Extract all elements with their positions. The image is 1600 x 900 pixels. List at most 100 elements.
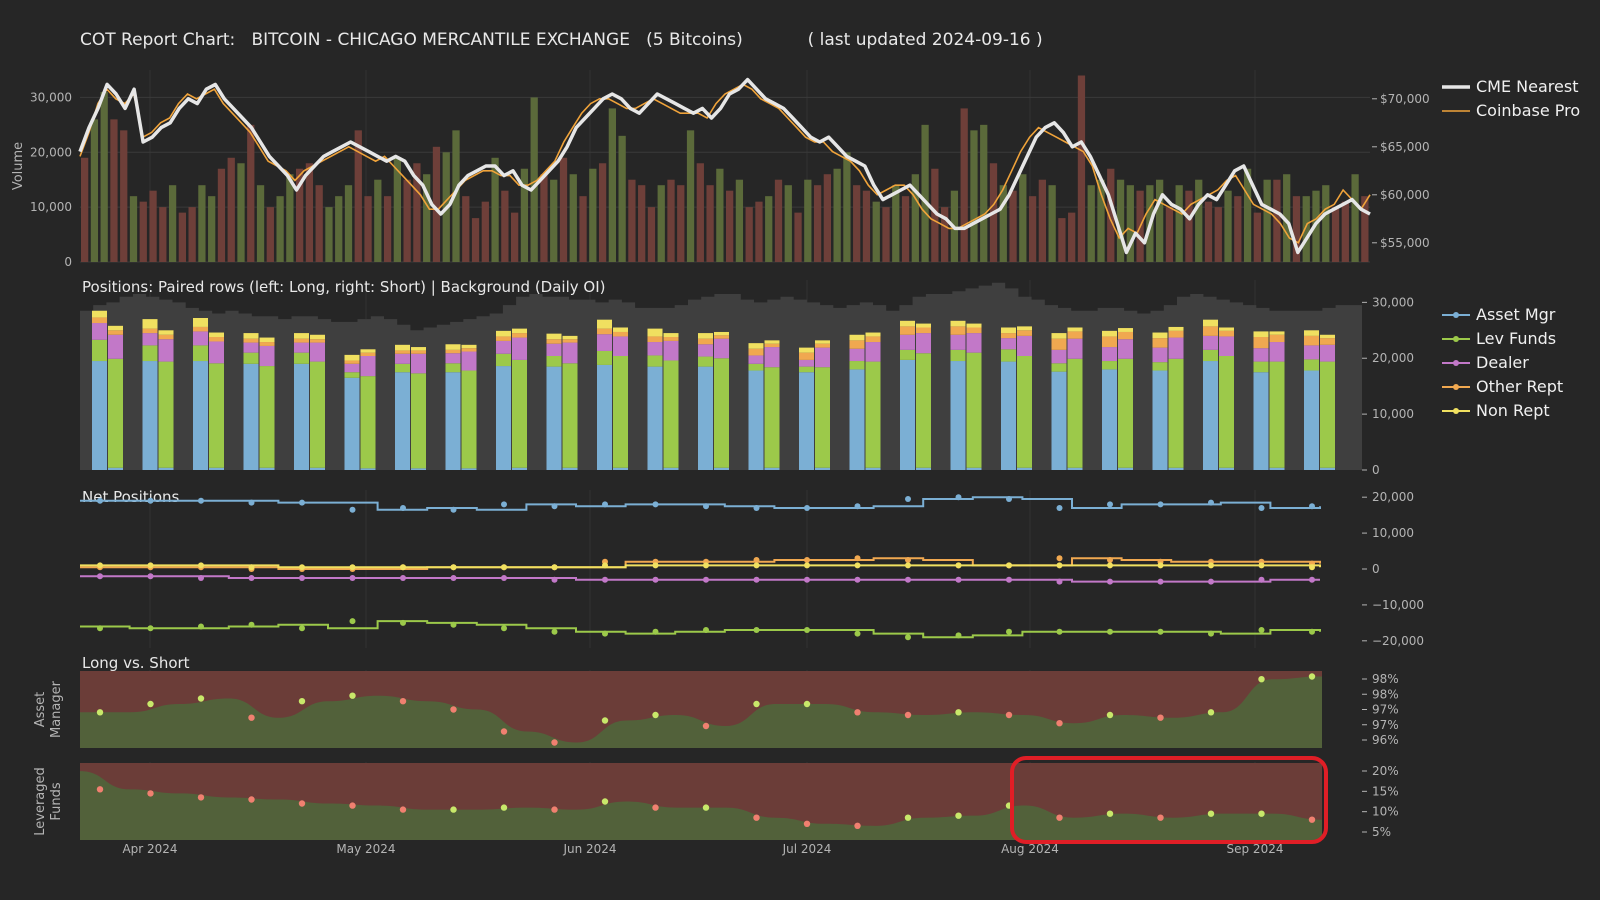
leveraged-funds-point xyxy=(349,802,356,809)
short-bar-dealer xyxy=(764,347,780,368)
short-bar-lev-funds xyxy=(461,370,477,469)
net-point xyxy=(1258,576,1265,583)
volume-bar xyxy=(530,97,538,262)
long-bar-lev-funds xyxy=(647,355,663,367)
long-bar-asset-mgr xyxy=(1253,372,1269,470)
short-bar-dealer xyxy=(259,345,275,367)
volume-bar xyxy=(1028,196,1037,262)
net-point xyxy=(97,625,103,632)
long-bar-lev-funds xyxy=(799,366,814,373)
short-bar-other-rept xyxy=(865,336,881,343)
long-bar-non-rept xyxy=(243,333,259,339)
net-point xyxy=(703,562,709,569)
short-bar-lev-funds xyxy=(1017,356,1032,468)
long-bar-non-rept xyxy=(799,347,814,353)
long-bar-asset-mgr xyxy=(597,364,612,470)
leveraged-funds-point xyxy=(904,814,912,821)
short-bar-lev-funds xyxy=(411,373,426,469)
long-bar-dealer xyxy=(1203,335,1218,350)
leveraged-funds-tick-label: 20% xyxy=(1372,764,1399,778)
long-bar-dealer xyxy=(395,353,410,364)
legend-marker-asset-mgr xyxy=(1453,312,1459,318)
volume-bar xyxy=(266,207,274,262)
long-bar-other-rept xyxy=(950,326,966,335)
short-bar-other-rept xyxy=(1168,330,1184,338)
net-point xyxy=(753,557,760,563)
net-point xyxy=(299,564,305,571)
short-bar-lev-funds xyxy=(865,361,881,468)
short-bar-lev-funds xyxy=(815,367,830,468)
short-bar-non-rept xyxy=(1219,327,1234,331)
short-bar-dealer xyxy=(512,337,527,360)
net-point xyxy=(248,575,255,581)
net-point xyxy=(854,503,861,510)
long-bar-asset-mgr xyxy=(1102,369,1117,470)
long-bar-non-rept xyxy=(698,333,713,339)
short-bar-non-rept xyxy=(1168,326,1184,331)
long-bar-lev-funds xyxy=(900,349,915,360)
long-bar-lev-funds xyxy=(597,350,612,365)
long-bar-other-rept xyxy=(1001,333,1016,339)
short-bar-other-rept xyxy=(310,339,325,343)
positions-tick-label: 30,000 xyxy=(1372,295,1414,309)
asset-manager-point xyxy=(147,700,154,708)
volume-bar xyxy=(403,179,411,262)
asset-manager-point xyxy=(1005,711,1013,719)
volume-bar xyxy=(853,185,861,262)
volume-bar xyxy=(765,196,773,262)
long-bar-lev-funds xyxy=(445,363,461,373)
short-bar-lev-funds xyxy=(209,363,224,468)
volume-bar xyxy=(1283,174,1291,262)
volume-bar xyxy=(862,190,871,262)
volume-bar xyxy=(1107,168,1115,262)
short-bar-lev-funds xyxy=(360,376,376,469)
short-bar-asset-mgr xyxy=(209,467,224,470)
long-bar-non-rept xyxy=(445,344,461,350)
asset-manager-point xyxy=(349,692,356,699)
volume-tick-label: 0 xyxy=(64,255,72,269)
long-bar-lev-funds xyxy=(344,372,360,378)
short-bar-lev-funds xyxy=(512,359,527,468)
net-point xyxy=(854,562,861,569)
short-bar-lev-funds xyxy=(108,358,123,468)
net-point xyxy=(1258,505,1265,511)
short-bar-lev-funds xyxy=(1118,358,1133,468)
volume-bar xyxy=(716,168,724,262)
short-bar-lev-funds xyxy=(916,353,931,468)
net-point xyxy=(1107,557,1113,563)
short-bar-other-rept xyxy=(1219,330,1234,337)
volume-bar xyxy=(286,174,294,262)
positions-tick-label: 20,000 xyxy=(1372,351,1414,365)
net-point xyxy=(97,562,103,569)
short-bar-asset-mgr xyxy=(663,467,679,470)
short-bar-asset-mgr xyxy=(259,467,275,470)
long-bar-asset-mgr xyxy=(344,377,360,470)
net-point xyxy=(804,576,810,583)
short-bar-other-rept xyxy=(461,348,477,352)
net-point xyxy=(1006,496,1012,502)
short-bar-asset-mgr xyxy=(158,467,174,470)
long-bar-lev-funds xyxy=(496,353,511,367)
long-bar-lev-funds xyxy=(546,356,562,367)
long-bar-non-rept xyxy=(748,343,764,349)
long-bar-asset-mgr xyxy=(395,372,410,470)
long-bar-dealer xyxy=(1102,347,1117,362)
net-point xyxy=(602,576,608,583)
long-bar-dealer xyxy=(748,355,764,364)
long-bar-other-rept xyxy=(344,360,360,364)
net-point xyxy=(349,506,356,513)
long-bar-dealer xyxy=(193,331,208,346)
short-bar-other-rept xyxy=(1118,331,1133,340)
net-point xyxy=(1208,562,1214,569)
short-bar-asset-mgr xyxy=(411,468,426,470)
net-point xyxy=(753,576,760,583)
net-point xyxy=(198,575,204,581)
net-point xyxy=(198,497,204,504)
leveraged-funds-tick-label: 5% xyxy=(1372,825,1391,839)
leveraged-funds-axis-label-line1: Leveraged xyxy=(33,767,48,836)
net-point xyxy=(551,564,558,571)
net-point xyxy=(652,576,659,583)
asset-manager-point xyxy=(1106,711,1114,719)
legend-marker-dealer xyxy=(1453,360,1459,366)
long-bar-non-rept xyxy=(1203,319,1218,327)
